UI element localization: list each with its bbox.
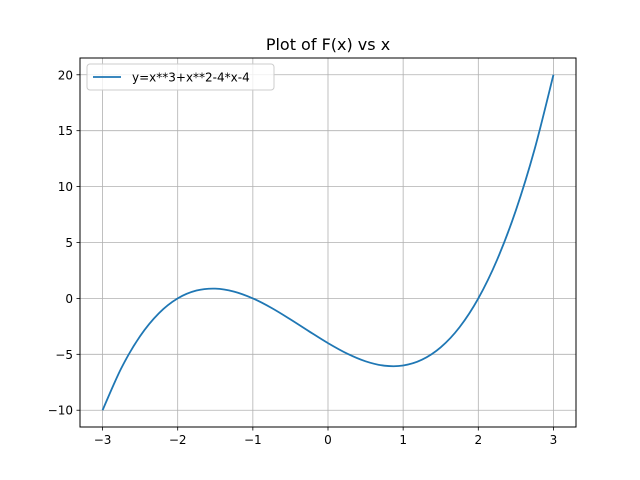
y-tick-label: 5	[65, 236, 73, 250]
x-tick-label: −2	[169, 433, 187, 447]
y-tick-label: 10	[58, 180, 73, 194]
series-line	[101, 74, 555, 411]
x-tick-label: 1	[399, 433, 407, 447]
y-tick-label: 15	[58, 124, 73, 138]
x-tick-label: −1	[244, 433, 262, 447]
legend-box	[86, 63, 275, 91]
x-tick-label: 3	[550, 433, 558, 447]
y-tick-label: 20	[58, 68, 73, 82]
x-tick-label: 0	[324, 433, 332, 447]
series-layer	[101, 74, 555, 411]
x-tick-label: −3	[94, 433, 112, 447]
legend-label: y=x**3+x**2-4*x-4	[132, 71, 250, 85]
y-tick-label: −5	[55, 348, 73, 362]
legend: y=x**3+x**2-4*x-4	[86, 63, 275, 91]
grid-layer	[80, 58, 576, 427]
y-tick-label: −10	[48, 404, 73, 418]
x-tick-label: 2	[474, 433, 482, 447]
y-tick-label: 0	[65, 292, 73, 306]
chart-title: Plot of F(x) vs x	[266, 35, 390, 54]
